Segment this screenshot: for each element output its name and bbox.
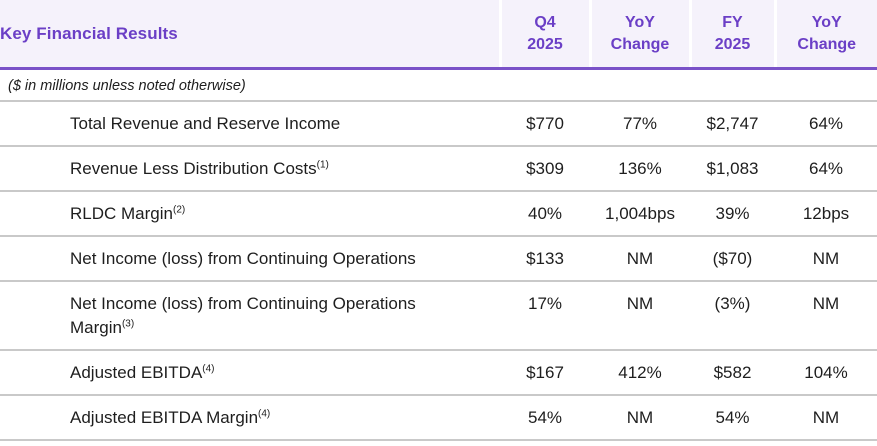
table-row: Revenue Less Distribution Costs(1) $309 … bbox=[0, 146, 877, 192]
q4-value: $133 bbox=[500, 236, 590, 282]
row-label: Total Revenue and Reserve Income bbox=[0, 101, 500, 147]
q4-value: 54% bbox=[500, 395, 590, 441]
q4-yoy-value: 136% bbox=[590, 146, 690, 192]
row-label-text: Adjusted EBITDA Margin bbox=[70, 408, 259, 427]
column-header-line: YoY bbox=[811, 13, 842, 31]
fy-value: $582 bbox=[690, 350, 775, 396]
q4-yoy-value: NM bbox=[590, 395, 690, 441]
footnote-ref: (4) bbox=[258, 408, 271, 420]
row-label-text: Revenue Less Distribution Costs bbox=[70, 159, 317, 178]
row-label-text: Total Revenue and Reserve Income bbox=[70, 114, 341, 133]
row-label: Adjusted EBITDA Margin(4) bbox=[0, 395, 500, 441]
column-header-q4-2025: Q4 2025 bbox=[498, 0, 590, 70]
column-header-fy-yoy-change: YoY Change bbox=[773, 0, 877, 70]
column-header-line: 2025 bbox=[714, 35, 751, 53]
row-label: Net Income (loss) from Continuing Operat… bbox=[0, 281, 500, 351]
table-row: Adjusted EBITDA(4) $167 412% $582 104% bbox=[0, 350, 877, 396]
table-row: RLDC Margin(2) 40% 1,004bps 39% 12bps bbox=[0, 191, 877, 237]
q4-value: 40% bbox=[500, 191, 590, 237]
column-header-line: Q4 bbox=[534, 13, 556, 31]
row-label-text: Adjusted EBITDA bbox=[70, 363, 203, 382]
q4-value: 17% bbox=[500, 281, 590, 351]
q4-value: $770 bbox=[500, 101, 590, 147]
units-note: ($ in millions unless noted otherwise) bbox=[0, 68, 877, 102]
row-label: RLDC Margin(2) bbox=[0, 191, 500, 237]
fy-value: 54% bbox=[690, 395, 775, 441]
column-header-fy-2025: FY 2025 bbox=[688, 0, 775, 70]
column-header-line: FY bbox=[722, 13, 743, 31]
column-header-line: YoY bbox=[625, 13, 655, 31]
column-header-line: 2025 bbox=[527, 35, 563, 53]
q4-yoy-value: NM bbox=[590, 281, 690, 351]
footnote-ref: (3) bbox=[121, 318, 135, 330]
row-label-text: RLDC Margin bbox=[70, 204, 173, 223]
column-header-line: Change bbox=[610, 35, 670, 53]
table-row: Net Income (loss) from Continuing Operat… bbox=[0, 281, 877, 351]
fy-yoy-value: 104% bbox=[775, 350, 877, 396]
q4-value: $167 bbox=[500, 350, 590, 396]
row-label-text: Net Income (loss) from Continuing Operat… bbox=[70, 249, 416, 268]
fy-yoy-value: NM bbox=[775, 395, 877, 441]
column-header-line: Change bbox=[797, 35, 857, 53]
q4-yoy-value: 412% bbox=[590, 350, 690, 396]
fy-yoy-value: NM bbox=[775, 281, 877, 351]
footnote-ref: (2) bbox=[172, 204, 186, 216]
table-title: Key Financial Results bbox=[0, 0, 500, 70]
q4-value: $309 bbox=[500, 146, 590, 192]
q4-yoy-value: 1,004bps bbox=[590, 191, 690, 237]
q4-yoy-value: NM bbox=[590, 236, 690, 282]
units-note-row: ($ in millions unless noted otherwise) bbox=[0, 68, 877, 102]
fy-value: 39% bbox=[690, 191, 775, 237]
fy-yoy-value: NM bbox=[775, 236, 877, 282]
fy-value: $2,747 bbox=[690, 101, 775, 147]
fy-value: (3%) bbox=[690, 281, 775, 351]
fy-value: $1,083 bbox=[690, 146, 775, 192]
row-label: Adjusted EBITDA(4) bbox=[0, 350, 500, 396]
row-label: Revenue Less Distribution Costs(1) bbox=[0, 146, 500, 192]
row-label-text: Net Income (loss) from Continuing Operat… bbox=[70, 294, 416, 337]
column-header-q4-yoy-change: YoY Change bbox=[588, 0, 690, 70]
row-label: Net Income (loss) from Continuing Operat… bbox=[0, 236, 500, 282]
table-row: Adjusted EBITDA Margin(4) 54% NM 54% NM bbox=[0, 395, 877, 441]
fy-yoy-value: 64% bbox=[775, 146, 877, 192]
fy-value: ($70) bbox=[690, 236, 775, 282]
fy-yoy-value: 12bps bbox=[775, 191, 877, 237]
fy-yoy-value: 64% bbox=[775, 101, 877, 147]
q4-yoy-value: 77% bbox=[590, 101, 690, 147]
footnote-ref: (4) bbox=[202, 363, 215, 375]
table-row: Net Income (loss) from Continuing Operat… bbox=[0, 236, 877, 282]
table-row: Total Revenue and Reserve Income $770 77… bbox=[0, 101, 877, 147]
table-header-row: Key Financial Results Q4 2025 YoY Change… bbox=[0, 0, 877, 70]
footnote-ref: (1) bbox=[316, 159, 329, 171]
